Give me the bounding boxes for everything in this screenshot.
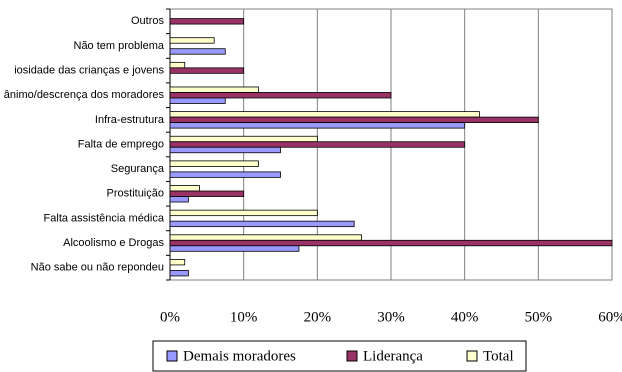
bar [169,171,281,178]
legend-label: Liderança [363,348,423,364]
bar [169,18,245,25]
legend-label: Demais moradores [183,348,296,364]
bar [169,160,259,167]
bar [169,146,281,154]
bar [169,234,362,241]
bar [169,209,318,217]
y-tick-label: Segurança [111,163,165,175]
bar [169,116,539,124]
y-tick-label: Outros [131,15,165,27]
bar [169,122,466,129]
bar [169,37,215,44]
legend-swatch [166,350,178,362]
bar [169,67,245,74]
bar [169,135,318,143]
x-tick-label: 50% [525,309,553,325]
bar [169,270,189,277]
bar [169,190,245,197]
bar [169,245,300,252]
y-tick-label: iosidade das crianças e jovens [14,64,164,76]
y-tick-label: Infra-estrutura [95,114,165,126]
x-tick-label: 20% [304,309,332,325]
legend-box [152,340,527,372]
bar [169,220,355,228]
y-tick-label: Falta assistência médica [44,212,165,224]
y-tick-label: Falta de emprego [78,138,164,150]
bar [169,97,226,104]
bar [169,196,189,203]
bar [169,61,186,69]
legend-swatch [346,350,358,362]
bar [169,239,613,247]
legend-swatch [466,350,478,362]
bar [169,92,392,99]
bar [169,259,186,266]
bar [169,141,466,148]
x-tick-label: 10% [230,309,258,325]
x-tick-label: 0% [160,309,180,325]
bar [169,111,480,118]
x-tick-label: 60% [598,309,622,325]
y-tick-label: ânimo/descrença dos moradores [4,89,165,101]
y-tick-label: Prostituição [107,188,164,200]
bar [169,185,200,192]
y-tick-label: Não sabe ou não repondeu [31,262,164,274]
y-tick-label: Alcoolismo e Drogas [63,237,164,249]
bar [169,48,226,55]
x-tick-label: 30% [377,309,405,325]
y-tick-label: Não tem problema [74,40,165,52]
bar [169,86,259,93]
legend-label: Total [483,348,514,364]
x-tick-label: 40% [451,309,479,325]
